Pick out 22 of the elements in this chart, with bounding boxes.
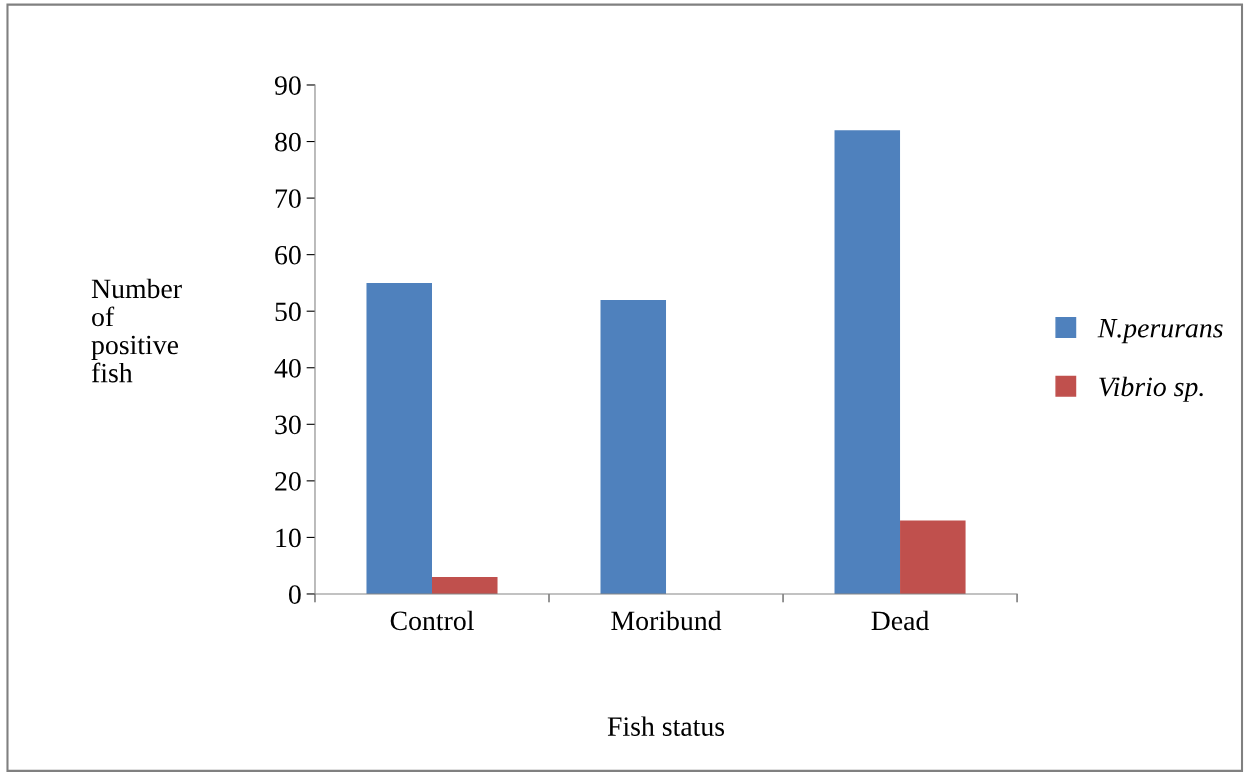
y-axis-title: Number of positive fish — [91, 278, 182, 383]
y-tick-label: 10 — [276, 528, 301, 548]
y-tick-label: 50 — [275, 302, 301, 322]
legend-label: N.perurans — [1097, 319, 1223, 344]
legend-label: Vibrio sp. — [1099, 376, 1203, 402]
y-tick-label: 90 — [274, 76, 301, 95]
y-tick-label: 20 — [275, 472, 301, 491]
y-tick-label: 30 — [275, 415, 301, 435]
y-tick-label: 0 — [288, 585, 301, 604]
bar — [900, 520, 966, 594]
y-tick-label: 60 — [275, 245, 301, 265]
y-tick-label: 80 — [275, 132, 301, 152]
bar — [600, 299, 667, 594]
x-tick-label: Control — [390, 610, 474, 631]
bar — [432, 577, 498, 594]
bar — [834, 130, 901, 594]
y-tick-label: 70 — [275, 189, 301, 208]
bar — [366, 282, 432, 594]
x-axis-title: Fish status — [607, 716, 725, 736]
y-tick-label: 40 — [274, 358, 301, 378]
x-tick-label: Moribund — [611, 610, 722, 631]
x-tick-label: Dead — [871, 610, 930, 631]
